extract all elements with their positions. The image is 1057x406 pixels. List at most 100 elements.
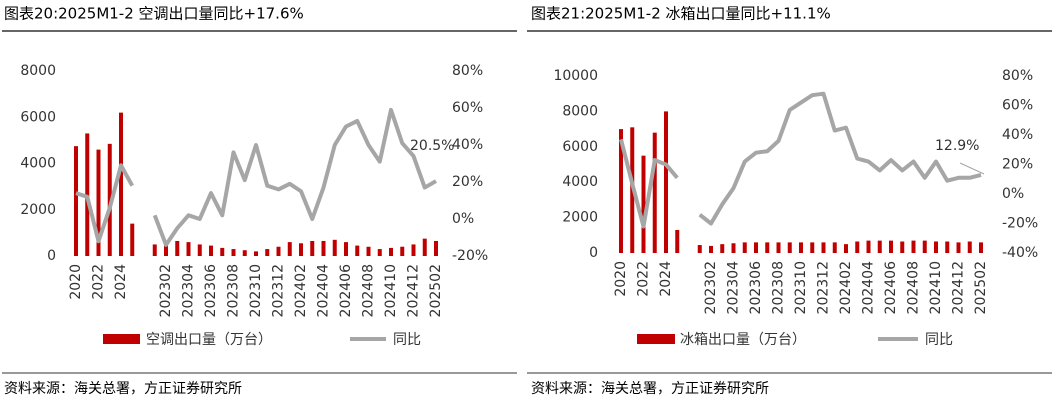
bar (209, 245, 213, 256)
x-tick-label: 2020 (613, 261, 629, 297)
x-tick-label: 202402 (293, 264, 309, 317)
bar (276, 246, 281, 256)
bar (332, 239, 337, 256)
bar (742, 242, 747, 253)
bar (765, 242, 770, 253)
bar (709, 245, 713, 253)
bar (321, 240, 326, 256)
bar (344, 242, 348, 256)
x-tick-label: 202502 (973, 261, 989, 314)
y-tick-label: 8000 (562, 103, 598, 119)
y-tick-label: 8000 (20, 63, 56, 79)
bar (956, 242, 961, 253)
line (75, 107, 437, 247)
bar (911, 240, 916, 253)
bar (675, 229, 680, 253)
bar (922, 240, 927, 253)
x-tick-label: 2020 (68, 264, 84, 300)
bar (889, 240, 893, 253)
x-tick-label: 202306 (748, 261, 764, 315)
annotation-leader (959, 162, 985, 175)
bar (254, 251, 258, 256)
x-tick-label: 202304 (726, 261, 742, 315)
bar (855, 241, 860, 253)
annotation: 20.5% (410, 138, 454, 154)
bar (377, 249, 382, 256)
bar (821, 242, 826, 253)
bar (366, 246, 371, 256)
y-tick-label: 2000 (562, 210, 598, 226)
x-tick-label: 202404 (316, 264, 332, 318)
y-tick-label: 0 (589, 245, 598, 261)
bar (197, 244, 202, 256)
x-tick-label: 202402 (838, 261, 854, 314)
y2-tick-label: 80% (452, 63, 483, 79)
bar (844, 244, 848, 253)
y-tick-label: 6000 (562, 139, 598, 155)
x-tick-label: 2022 (636, 261, 652, 297)
x-tick-label: 202310 (793, 261, 809, 314)
y-tick-label: 4000 (562, 174, 598, 190)
x-tick-label: 202312 (271, 264, 287, 317)
y-tick-label: 4000 (20, 156, 56, 172)
source: 资料来源：海关总署，方正证券研究所 (4, 381, 242, 397)
bar (152, 244, 157, 256)
y2-tick-label: 40% (452, 137, 483, 153)
x-tick-label: 202406 (883, 261, 899, 315)
bar (231, 249, 236, 256)
bar (96, 149, 101, 256)
x-tick-label: 202412 (406, 264, 422, 317)
chart-title: 图表21:2025M1-2 冰箱出口量同比+11.1% (531, 5, 831, 23)
bar (664, 111, 668, 254)
y2-tick-label: 0% (1002, 186, 1024, 202)
bar (754, 242, 758, 253)
chart-title: 图表20:2025M1-2 空调出口量同比+17.6% (4, 5, 304, 23)
y2-tick-label: 20% (1002, 157, 1033, 173)
y2-tick-label: 60% (452, 100, 483, 116)
x-tick-label: 202408 (361, 264, 377, 317)
x-tick-label: 202502 (428, 264, 444, 317)
y2-tick-label: -20% (452, 248, 488, 264)
bar (866, 240, 871, 253)
x-tick-label: 202308 (226, 264, 242, 317)
bar (242, 250, 247, 256)
x-tick-label: 202408 (906, 261, 922, 314)
x-tick-label: 202302 (703, 261, 719, 314)
annotation: 12.9% (935, 138, 979, 154)
x-tick-label: 2024 (658, 261, 674, 297)
bar (641, 155, 646, 253)
bar (119, 112, 123, 256)
y2-tick-label: 0% (452, 211, 474, 227)
bar (74, 146, 78, 256)
x-tick-label: 2024 (113, 264, 129, 300)
legend-swatch (103, 334, 140, 344)
bar (810, 242, 815, 253)
x-tick-label: 202306 (203, 264, 219, 318)
bar (731, 243, 736, 253)
bar (355, 245, 360, 256)
y2-tick-label: -20% (1002, 216, 1038, 232)
bar (832, 242, 837, 253)
bar (220, 247, 225, 256)
bar (310, 240, 315, 256)
x-tick-label: 202310 (248, 264, 264, 317)
y2-tick-label: 80% (1002, 68, 1033, 84)
bar (164, 245, 168, 256)
bar (979, 242, 983, 253)
x-tick-label: 202304 (181, 264, 197, 318)
bar (619, 129, 623, 253)
bar (900, 241, 905, 253)
line (619, 91, 982, 229)
legend-label: 空调出口量（万台） (146, 332, 272, 348)
bar (411, 244, 416, 256)
source: 资料来源：海关总署，方正证券研究所 (531, 381, 769, 397)
legend-swatch (637, 334, 675, 344)
y2-tick-label: 40% (1002, 127, 1033, 143)
bar (967, 241, 972, 253)
y-tick-label: 0 (47, 248, 56, 264)
y-tick-label: 2000 (20, 202, 56, 218)
bar (787, 242, 792, 253)
x-tick-label: 202410 (383, 264, 399, 317)
x-tick-label: 202406 (338, 264, 354, 318)
